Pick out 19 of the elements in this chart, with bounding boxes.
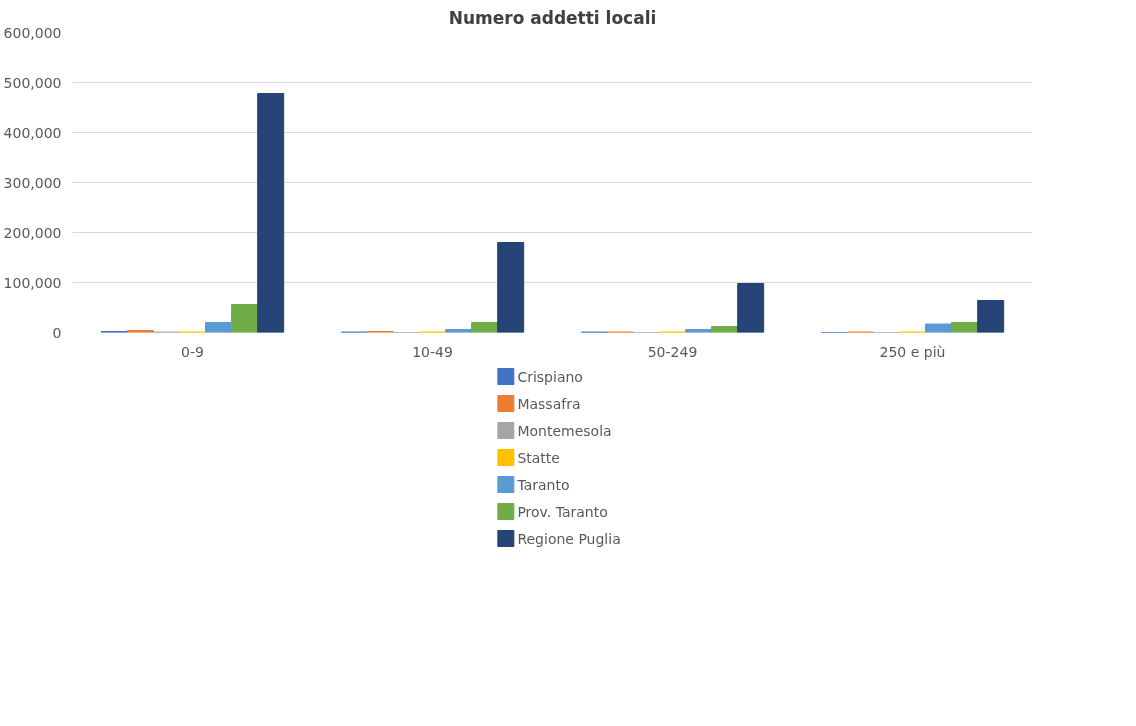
legend-label: Taranto (516, 476, 570, 493)
y-tick-label: 100,000 (3, 274, 62, 291)
legend-label: Prov. Taranto (517, 503, 608, 520)
legend-label: Crispiano (517, 368, 583, 385)
y-tick-label: 300,000 (3, 174, 62, 191)
x-tick-label: 0-9 (181, 343, 204, 360)
x-tick-label: 50-249 (647, 343, 698, 360)
y-tick-label: 600,000 (3, 24, 62, 41)
chart-title: Numero addetti locali (448, 7, 657, 28)
legend-label: Statte (517, 449, 560, 466)
y-tick-label: 0 (52, 324, 62, 341)
legend-label: Montemesola (517, 422, 612, 439)
y-tick-label: 200,000 (3, 224, 62, 241)
y-tick-label: 400,000 (3, 124, 62, 141)
legend-label: Regione Puglia (517, 530, 621, 547)
x-tick-label: 250 e più (879, 343, 946, 360)
legend-label: Massafra (517, 395, 581, 412)
x-tick-label: 10-49 (412, 343, 453, 360)
y-tick-label: 500,000 (3, 74, 62, 91)
